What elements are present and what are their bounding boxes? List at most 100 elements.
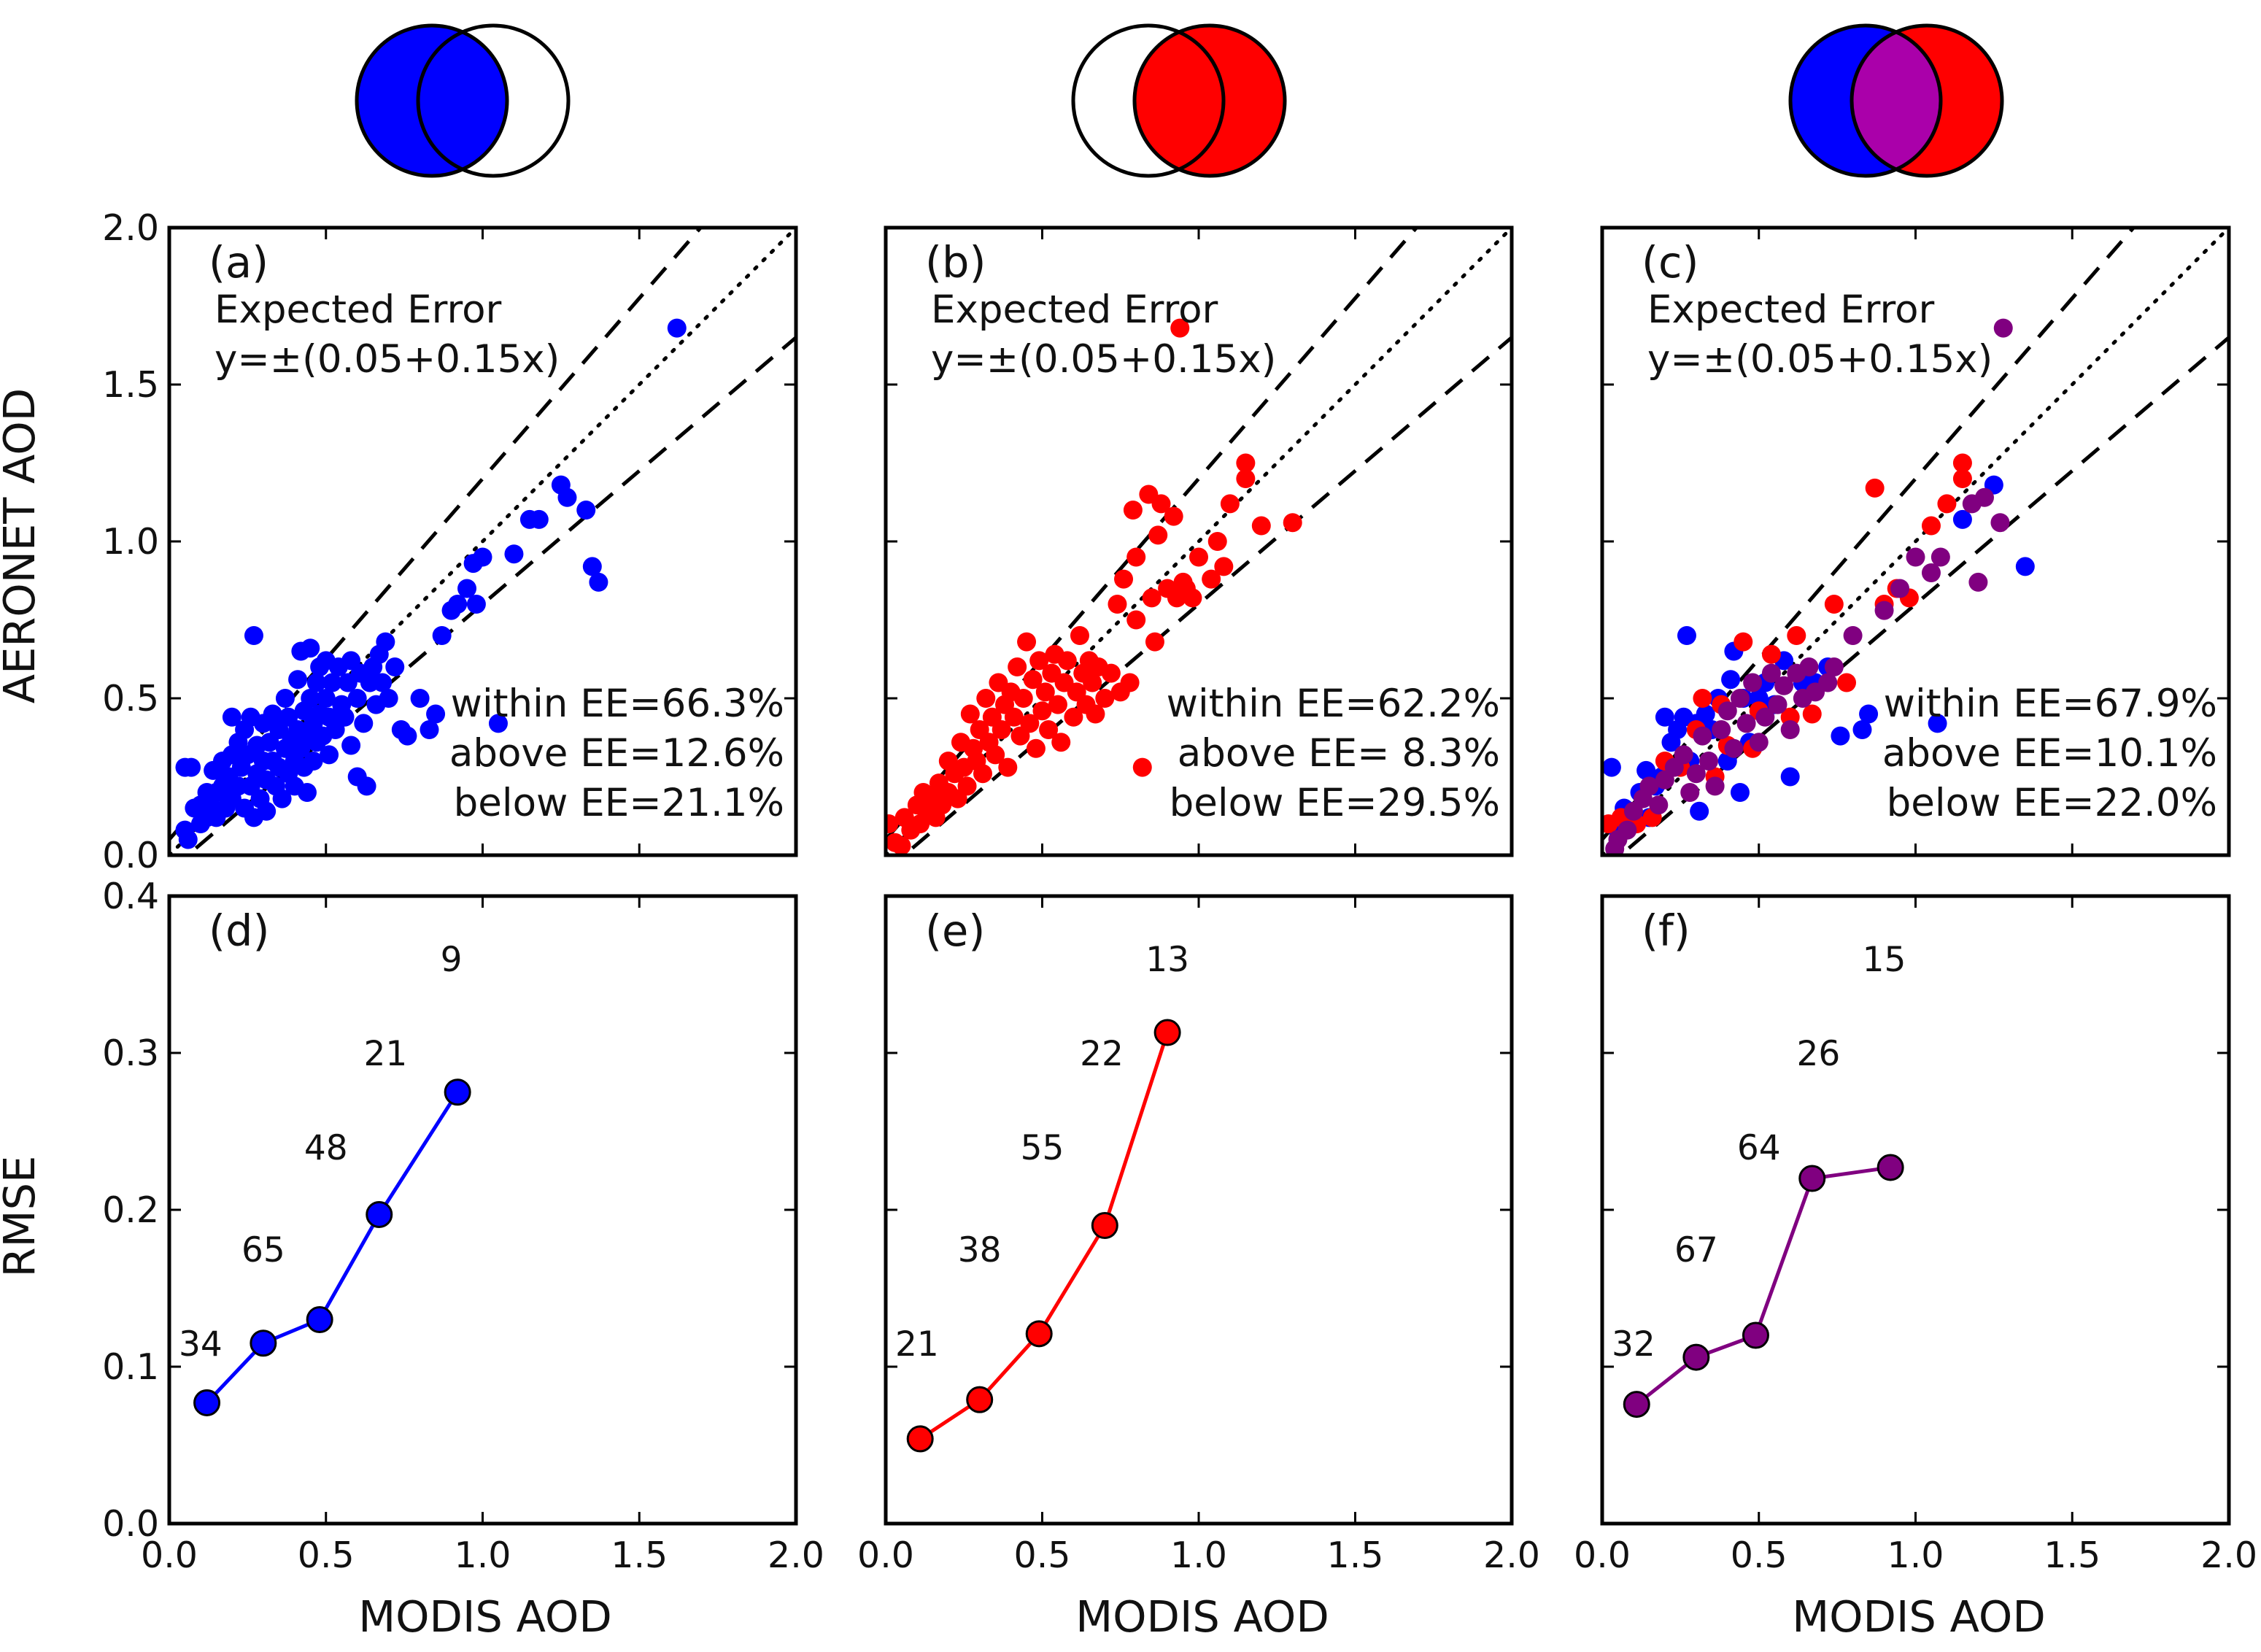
panel-label: (b) bbox=[925, 237, 986, 287]
data-point bbox=[244, 626, 263, 645]
data-point bbox=[529, 509, 549, 529]
data-point bbox=[1618, 820, 1637, 840]
data-point bbox=[1890, 579, 1910, 598]
data-point bbox=[1148, 525, 1168, 545]
data-point bbox=[376, 632, 395, 652]
data-point bbox=[1774, 676, 1794, 695]
series-blue bbox=[175, 318, 687, 849]
data-point bbox=[1236, 469, 1256, 488]
rmse-point bbox=[193, 1389, 221, 1416]
sample-count: 32 bbox=[1612, 1324, 1655, 1365]
data-point bbox=[1699, 752, 1719, 771]
data-point bbox=[1690, 801, 1709, 821]
data-point bbox=[589, 572, 608, 592]
sample-count: 65 bbox=[241, 1230, 285, 1270]
data-point bbox=[1026, 738, 1046, 758]
data-point bbox=[1874, 601, 1894, 620]
x-tick-label: 1.0 bbox=[1887, 1535, 1944, 1576]
expected-error-formula: y=±(0.05+0.15x) bbox=[1647, 337, 1993, 382]
data-point bbox=[1029, 651, 1049, 671]
data-point bbox=[1017, 632, 1037, 652]
data-point bbox=[1968, 572, 1988, 592]
venn-overlap bbox=[418, 26, 507, 176]
data-point bbox=[1952, 469, 1972, 488]
rmse-point bbox=[1091, 1212, 1118, 1239]
sample-count: 34 bbox=[179, 1324, 223, 1365]
data-point bbox=[426, 704, 446, 724]
above-ee-text: above EE=10.1% bbox=[1882, 731, 2217, 776]
below-ee-text: below EE=21.1% bbox=[454, 781, 784, 825]
below-ee-text: below EE=29.5% bbox=[1170, 781, 1500, 825]
axes-frame bbox=[167, 894, 798, 1526]
data-point bbox=[504, 544, 524, 564]
panel-f: 32 67 64 26 15 0.0 0.5 1.0 1.5 2.0 (f) bbox=[1574, 894, 2257, 1576]
data-point bbox=[1734, 632, 1753, 652]
venn-diagrams bbox=[355, 23, 2004, 178]
panel-label: (c) bbox=[1642, 237, 1698, 287]
panel-label: (a) bbox=[209, 237, 268, 287]
rmse-point bbox=[1798, 1165, 1826, 1192]
data-point bbox=[1937, 494, 1957, 514]
data-point bbox=[1013, 689, 1033, 708]
data-point bbox=[448, 595, 468, 614]
data-point bbox=[1207, 532, 1227, 551]
data-point bbox=[1730, 689, 1750, 708]
rmse-point bbox=[250, 1329, 277, 1357]
data-point bbox=[1952, 453, 1972, 473]
data-point bbox=[1008, 657, 1027, 676]
data-point bbox=[1202, 569, 1221, 589]
above-ee-text: above EE=12.6% bbox=[449, 731, 784, 776]
data-point bbox=[973, 764, 992, 784]
x-tick-label: 0.5 bbox=[1731, 1535, 1787, 1576]
sample-count: 67 bbox=[1674, 1230, 1718, 1270]
data-point bbox=[957, 776, 977, 796]
x-tick-label: 0.5 bbox=[298, 1535, 355, 1576]
data-point bbox=[1990, 513, 2010, 533]
data-point bbox=[341, 736, 361, 755]
data-point bbox=[1639, 776, 1659, 796]
data-point bbox=[1705, 776, 1725, 796]
data-point bbox=[304, 752, 323, 771]
venn-overlap bbox=[1852, 26, 1941, 176]
data-point bbox=[466, 595, 486, 614]
rmse-point bbox=[1682, 1343, 1710, 1371]
sample-count: 9 bbox=[441, 940, 463, 980]
data-point bbox=[1170, 318, 1190, 338]
data-point bbox=[1736, 714, 1756, 733]
ee-lower-line bbox=[1618, 336, 2229, 855]
data-point bbox=[1164, 506, 1183, 526]
within-ee-text: within EE=67.9% bbox=[1884, 682, 2217, 726]
plot-area bbox=[1623, 1154, 1904, 1419]
y-tick-label: 0.5 bbox=[102, 678, 159, 719]
venn-diagram-1 bbox=[355, 23, 571, 178]
data-point bbox=[1799, 657, 1819, 676]
data-point bbox=[272, 789, 292, 808]
sample-count: 22 bbox=[1080, 1034, 1124, 1074]
above-ee-text: above EE= 8.3% bbox=[1178, 731, 1500, 776]
data-point bbox=[398, 726, 417, 746]
rmse-point bbox=[366, 1200, 393, 1228]
data-point bbox=[1083, 673, 1102, 692]
data-point bbox=[297, 783, 317, 802]
data-point bbox=[1132, 757, 1152, 777]
rmse-point bbox=[906, 1425, 934, 1453]
ylabel-aeronet-aod: AERONET AOD bbox=[0, 388, 45, 703]
data-point bbox=[1114, 569, 1134, 589]
x-tick-label: 0.5 bbox=[1014, 1535, 1071, 1576]
data-point bbox=[1057, 651, 1077, 671]
data-point bbox=[1649, 795, 1669, 815]
data-point bbox=[1108, 595, 1127, 614]
data-point bbox=[1952, 509, 1972, 529]
data-point bbox=[1120, 673, 1140, 692]
data-point bbox=[432, 626, 452, 645]
ee-lower-line bbox=[901, 336, 1512, 855]
data-point bbox=[557, 487, 577, 507]
panel-a: 0.0 0.5 1.0 1.5 2.0 (a)Expected Error y=±(0.05… bbox=[102, 207, 798, 876]
data-point bbox=[357, 776, 376, 796]
data-point bbox=[1818, 673, 1838, 692]
x-tick-label: 1.5 bbox=[2044, 1535, 2100, 1576]
data-point bbox=[1674, 745, 1693, 765]
sample-count: 48 bbox=[304, 1128, 348, 1168]
data-point bbox=[1768, 695, 1787, 714]
data-point bbox=[1696, 704, 1715, 724]
